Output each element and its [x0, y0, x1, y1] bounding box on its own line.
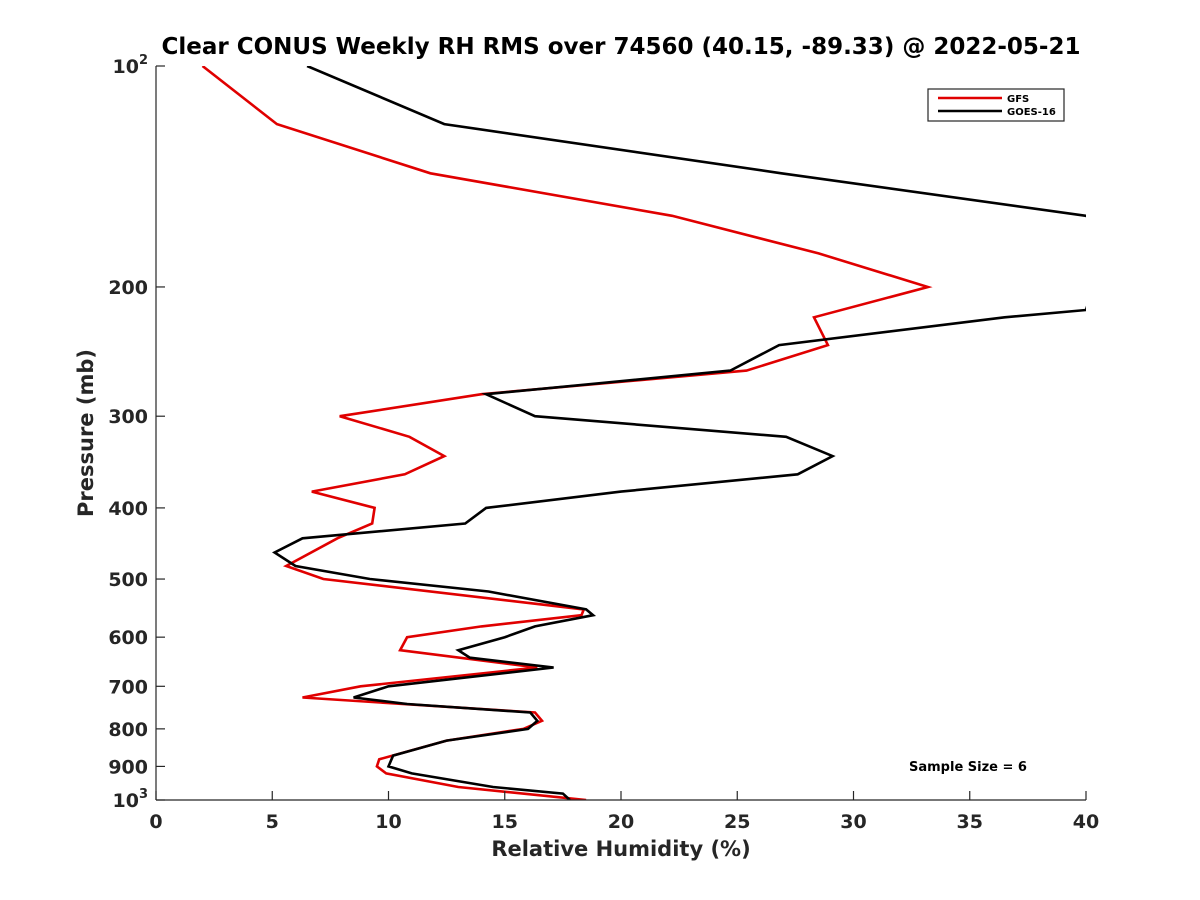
y-tick-label: 800	[108, 719, 148, 741]
x-tick-label: 10	[375, 811, 401, 833]
x-tick-label: 0	[149, 811, 162, 833]
y-tick-label: 102	[113, 53, 149, 78]
legend-label-goes16: GOES-16	[1007, 107, 1056, 118]
y-tick-label: 900	[108, 756, 148, 778]
y-tick-label: 300	[108, 406, 148, 428]
y-tick-label: 700	[108, 676, 148, 698]
x-tick-label: 5	[266, 811, 279, 833]
y-tick-label: 500	[108, 569, 148, 591]
y-tick-label: 103	[113, 787, 149, 812]
y-tick-label: 200	[108, 277, 148, 299]
chart-title: Clear CONUS Weekly RH RMS over 74560 (40…	[162, 34, 1081, 60]
x-tick-label: 30	[840, 811, 866, 833]
legend: GFS GOES-16	[927, 88, 1065, 122]
x-tick-label: 40	[1073, 811, 1099, 833]
y-tick-label: 400	[108, 498, 148, 520]
series-layer	[201, 66, 1086, 800]
x-tick-label: 35	[957, 811, 983, 833]
x-tick-label: 15	[492, 811, 518, 833]
sample-size-annotation: Sample Size = 6	[909, 760, 1027, 775]
legend-label-gfs: GFS	[1007, 94, 1029, 105]
x-axis-label: Relative Humidity (%)	[491, 837, 750, 861]
ticks-layer: 0 5 10 15 20 25 30 35 40 102 200 300 400 500 600 700 800…	[108, 53, 1099, 833]
x-tick-label: 20	[608, 811, 634, 833]
plot-background	[156, 66, 1086, 800]
series-line-goes16	[271, 66, 1086, 800]
x-tick-label: 25	[724, 811, 750, 833]
y-tick-label: 600	[108, 627, 148, 649]
legend-box	[927, 88, 1065, 122]
y-axis-label: Pressure (mb)	[74, 349, 98, 517]
